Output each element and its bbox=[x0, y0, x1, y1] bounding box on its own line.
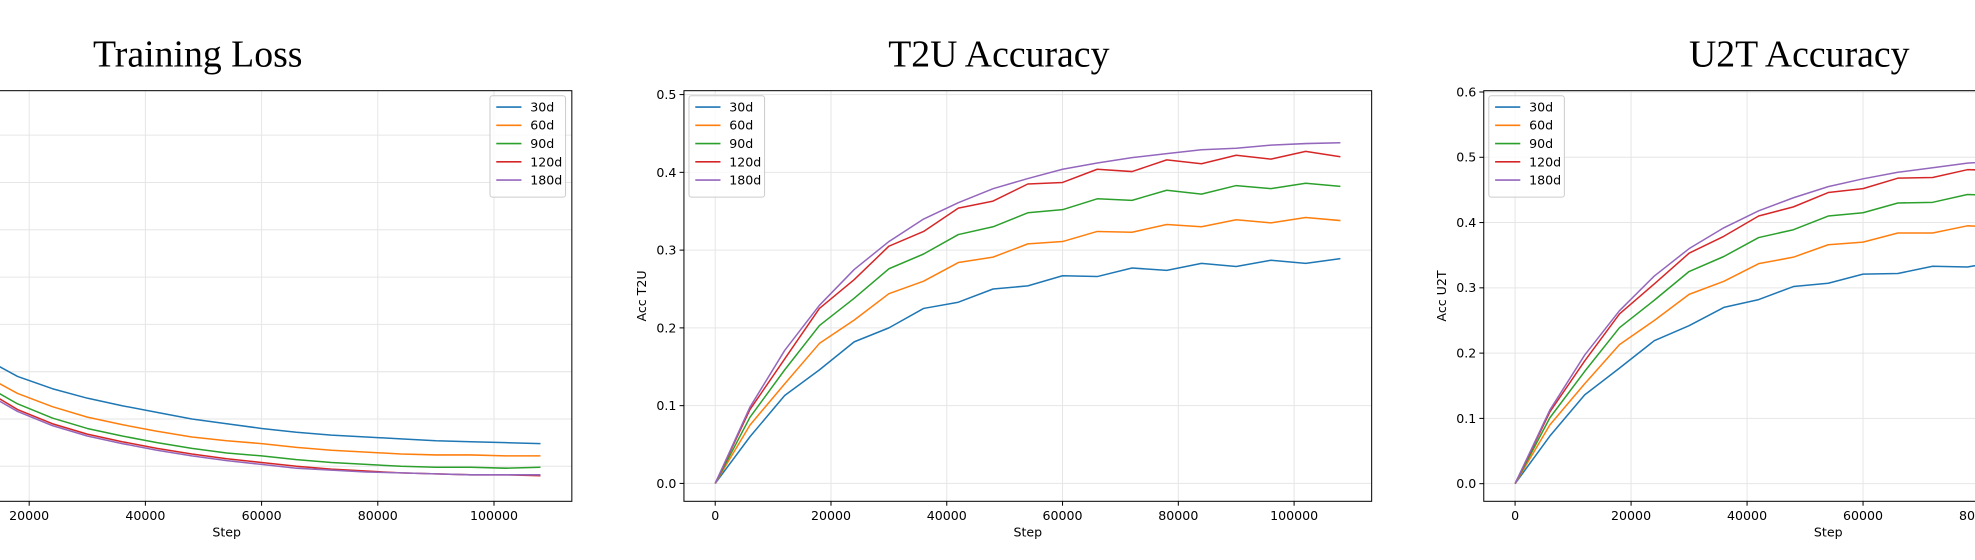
y-tick-label: 0.3 bbox=[1456, 280, 1476, 295]
plot-frame bbox=[0, 90, 573, 502]
legend: 30d 60d 90d 120d 180d bbox=[688, 95, 766, 198]
series-line bbox=[0, 392, 541, 469]
x-tick-label: 80000 bbox=[1158, 508, 1198, 523]
legend-label: 120d bbox=[729, 154, 761, 169]
x-tick-label: 0 bbox=[711, 508, 719, 523]
legend-label: 60d bbox=[530, 118, 554, 133]
legend-label: 30d bbox=[530, 99, 554, 114]
legend-label: 120d bbox=[530, 154, 562, 169]
legend-box bbox=[489, 95, 567, 198]
chart-title: Training Loss bbox=[93, 34, 302, 76]
y-tick-label: 0.5 bbox=[656, 87, 676, 102]
panel: U2T Accuracy0200004000060000800001000000… bbox=[1434, 34, 1975, 540]
legend-label: 60d bbox=[729, 118, 753, 133]
x-tick-label: 60000 bbox=[1843, 508, 1883, 523]
y-axis-label: Acc T2U bbox=[634, 270, 649, 321]
legend-label: 90d bbox=[530, 136, 554, 151]
series-line bbox=[714, 182, 1341, 484]
series-line bbox=[0, 366, 541, 445]
x-tick-label: 20000 bbox=[1611, 508, 1651, 523]
series-line bbox=[1514, 161, 1975, 485]
x-tick-label: 60000 bbox=[1043, 508, 1083, 523]
series-line bbox=[714, 150, 1341, 484]
legend-label: 90d bbox=[729, 136, 753, 151]
panel: Training Loss020000400006000080000100000… bbox=[0, 34, 573, 540]
series-line bbox=[1514, 193, 1975, 485]
chart-title: T2U Accuracy bbox=[888, 34, 1109, 76]
y-tick-label: 0.2 bbox=[656, 320, 676, 335]
x-tick-label: 0 bbox=[1511, 508, 1519, 523]
y-axis-label: Acc U2T bbox=[1434, 270, 1449, 321]
plot-frame bbox=[683, 90, 1373, 502]
x-tick-label: 80000 bbox=[1959, 508, 1975, 523]
series-line bbox=[714, 257, 1341, 484]
x-tick-label: 80000 bbox=[358, 508, 398, 523]
plot-frame bbox=[1483, 90, 1975, 502]
legend-label: 60d bbox=[1529, 118, 1553, 133]
chart-title: U2T Accuracy bbox=[1689, 34, 1910, 76]
y-tick-label: 0.0 bbox=[656, 476, 676, 491]
x-tick-label: 60000 bbox=[242, 508, 282, 523]
x-tick-label: 100000 bbox=[470, 508, 518, 523]
series-line bbox=[714, 216, 1341, 484]
legend-label: 180d bbox=[1529, 173, 1561, 188]
y-tick-label: 0.6 bbox=[1456, 84, 1476, 99]
y-tick-label: 0.4 bbox=[1456, 215, 1476, 230]
x-tick-label: 40000 bbox=[927, 508, 967, 523]
legend: 30d 60d 90d 120d 180d bbox=[489, 95, 567, 198]
x-tick-label: 20000 bbox=[811, 508, 851, 523]
series-line bbox=[0, 400, 541, 476]
y-tick-label: 0.4 bbox=[656, 165, 676, 180]
y-tick-label: 0.2 bbox=[1456, 346, 1476, 361]
y-tick-label: 0.1 bbox=[1456, 411, 1476, 426]
x-axis-label: Step bbox=[1814, 525, 1843, 540]
series-line bbox=[0, 398, 541, 477]
legend-box bbox=[1488, 95, 1565, 198]
legend-label: 90d bbox=[1529, 136, 1553, 151]
x-axis-label: Step bbox=[212, 525, 241, 540]
series-line bbox=[1514, 225, 1975, 485]
x-tick-label: 20000 bbox=[9, 508, 49, 523]
legend-label: 30d bbox=[729, 99, 753, 114]
x-tick-label: 40000 bbox=[125, 508, 165, 523]
x-axis-label: Step bbox=[1013, 525, 1042, 540]
y-tick-label: 0.1 bbox=[656, 398, 676, 413]
panel: T2U Accuracy 0 20000 40000 60000 80000 100000 0… bbox=[634, 34, 1373, 540]
legend: 30d 60d 90d 120d 180d bbox=[1488, 95, 1565, 198]
series-line bbox=[714, 142, 1341, 484]
y-tick-label: 0.3 bbox=[656, 243, 676, 258]
x-tick-label: 40000 bbox=[1727, 508, 1767, 523]
legend-label: 30d bbox=[1529, 99, 1553, 114]
series-line bbox=[1514, 168, 1975, 485]
y-tick-label: 0.0 bbox=[1456, 476, 1476, 491]
legend-label: 180d bbox=[530, 173, 562, 188]
legend-label: 180d bbox=[729, 173, 761, 188]
x-tick-label: 100000 bbox=[1270, 508, 1318, 523]
legend-label: 120d bbox=[1529, 154, 1561, 169]
series-line bbox=[1514, 264, 1975, 485]
legend-box bbox=[688, 95, 766, 198]
series-line bbox=[0, 383, 541, 457]
y-tick-label: 0.5 bbox=[1456, 150, 1476, 165]
